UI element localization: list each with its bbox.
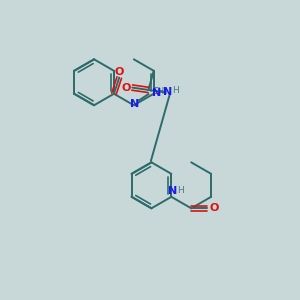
Text: O: O (122, 82, 131, 93)
Text: O: O (209, 203, 219, 213)
Text: H: H (172, 86, 179, 95)
Text: O: O (115, 67, 124, 77)
Text: N: N (152, 88, 161, 98)
Text: N: N (130, 99, 140, 109)
Text: CH₃: CH₃ (152, 87, 168, 96)
Text: N: N (168, 186, 177, 196)
Text: N: N (163, 87, 172, 97)
Text: H: H (177, 186, 184, 195)
